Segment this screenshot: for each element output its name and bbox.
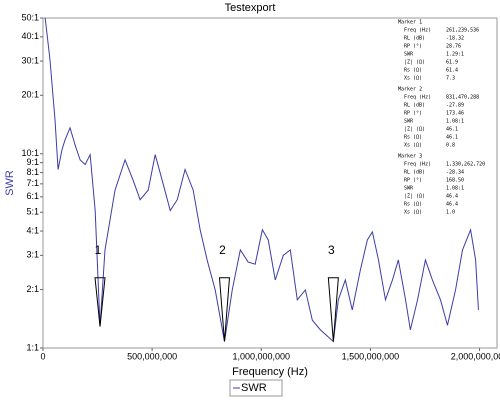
marker-value: 46.4 [446,202,458,208]
marker-value: 61.9 [446,60,458,66]
marker-field: Rs (Ω) [404,68,422,74]
y-tick-label: 4:1 [26,225,39,235]
y-tick-label: 3:1 [26,250,39,260]
marker-title: Marker 3 [398,154,422,160]
marker-field: |Z| (Ω) [404,194,425,200]
marker-label: 1 [95,243,102,257]
marker-field: Xs (Ω) [404,76,422,82]
marker-value: 1.08:1 [446,119,464,125]
series-line [44,18,479,343]
marker-field: RL (dB) [404,36,425,42]
x-tick-label: 2,000,000,000 [451,351,500,361]
marker-value: 0.8 [446,143,455,149]
marker-field: SWR [404,119,414,125]
marker-triangle [218,277,231,342]
marker-field: |Z| (Ω) [404,127,425,133]
marker-label: 3 [328,243,335,257]
y-tick-label: 9:1 [26,157,39,167]
marker-field: Rs (Ω) [404,202,422,208]
marker-value: 1.08:1 [446,186,464,192]
marker-field: SWR [404,52,414,58]
y-tick-label: 5:1 [26,207,39,217]
marker-field: Xs (Ω) [404,143,422,149]
marker-field: RL (dB) [404,103,425,109]
marker-value: 46.1 [446,135,458,141]
marker-value: -27.89 [446,103,464,109]
x-tick-label: 0 [40,351,45,361]
y-tick-label: 50:1 [21,12,39,22]
marker-triangle [94,277,106,327]
marker-value: 1.29:1 [446,52,464,58]
y-axis-label: SWR [4,170,16,196]
marker-value: 61.4 [446,68,458,74]
marker-field: Freq (Hz) [404,28,431,34]
marker-value: 28.76 [446,44,461,50]
y-tick-label: 30:1 [21,55,39,65]
marker-title: Marker 2 [398,87,422,93]
marker-value: 1,330,262,720 [446,162,485,168]
legend-label: SWR [241,382,267,394]
marker-field: Xs (Ω) [404,210,422,216]
marker-field: |Z| (Ω) [404,60,425,66]
marker-field: RP (°) [404,44,422,50]
plot-frame [42,17,498,349]
marker-title: Marker 1 [398,20,422,26]
y-tick-label: 8:1 [26,167,39,177]
marker-value: 46.1 [446,127,458,133]
marker-field: RP (°) [404,178,422,184]
marker-field: Freq (Hz) [404,95,431,101]
marker-field: SWR [404,186,414,192]
y-tick-label: 2:1 [26,284,39,294]
marker-value: 46.4 [446,194,458,200]
y-tick-label: 40:1 [21,31,39,41]
marker-value: 831,470,288 [446,95,479,101]
x-axis-label: Frequency (Hz) [232,366,308,378]
marker-field: RP (°) [404,111,422,117]
x-tick-label: 1,500,000,000 [342,351,400,361]
chart-title: Testexport [225,2,276,14]
y-tick-label: 1:1 [26,342,39,352]
marker-value: -28.34 [446,170,464,176]
y-tick-label: 20:1 [21,90,39,100]
marker-value: -18.32 [446,36,464,42]
x-tick-label: 500,000,000 [127,351,177,361]
marker-field: Freq (Hz) [404,162,431,168]
marker-value: 7.3 [446,76,455,82]
marker-triangle [327,277,339,342]
y-tick-label: 7:1 [26,178,39,188]
y-tick-label: 6:1 [26,191,39,201]
marker-field: Rs (Ω) [404,135,422,141]
y-tick-label: 10:1 [21,148,39,158]
marker-label: 2 [219,243,226,257]
marker-value: 261,239,536 [446,28,479,34]
x-tick-label: 1,000,000,000 [232,351,290,361]
marker-value: 173.46 [446,111,464,117]
marker-value: 168.50 [446,178,464,184]
marker-value: 1.0 [446,210,455,216]
legend [229,379,283,397]
marker-field: RL (dB) [404,170,425,176]
